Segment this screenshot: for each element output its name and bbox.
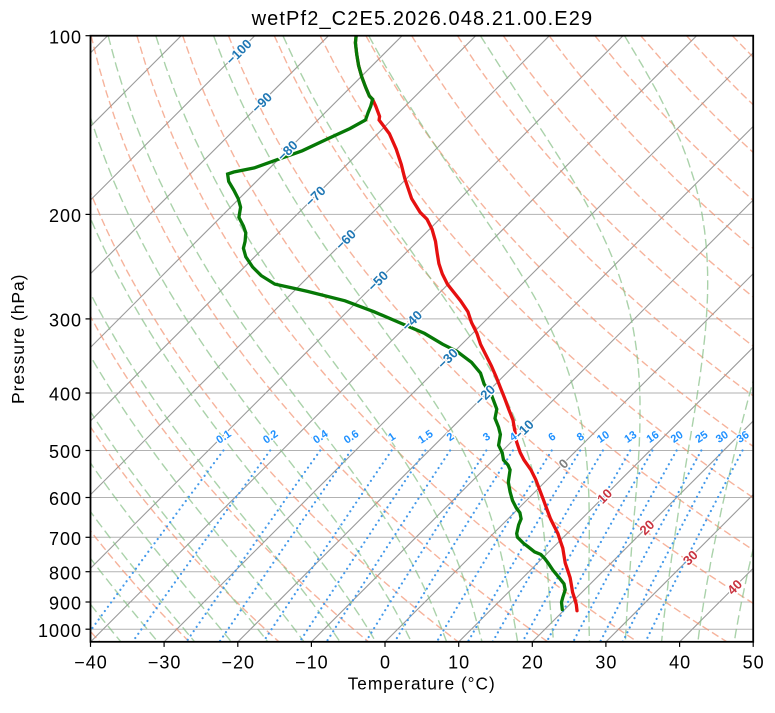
svg-text:300: 300 [49, 311, 82, 331]
svg-text:200: 200 [49, 206, 82, 226]
svg-text:−20: −20 [222, 653, 256, 673]
svg-text:0: 0 [380, 653, 391, 673]
svg-text:30: 30 [595, 653, 617, 673]
svg-text:900: 900 [49, 594, 82, 614]
svg-text:100: 100 [49, 27, 82, 47]
svg-text:−40: −40 [74, 653, 108, 673]
svg-text:1000: 1000 [38, 621, 82, 641]
svg-text:20: 20 [522, 653, 544, 673]
svg-text:50: 50 [743, 653, 765, 673]
svg-text:−30: −30 [148, 653, 182, 673]
svg-text:40: 40 [669, 653, 691, 673]
svg-text:400: 400 [49, 385, 82, 405]
svg-text:700: 700 [49, 529, 82, 549]
svg-text:Pressure (hPa): Pressure (hPa) [8, 274, 28, 404]
svg-text:800: 800 [49, 563, 82, 583]
svg-text:Temperature (°C): Temperature (°C) [348, 674, 496, 694]
svg-text:10: 10 [448, 653, 470, 673]
svg-text:600: 600 [49, 489, 82, 509]
svg-text:500: 500 [49, 442, 82, 462]
svg-text:wetPf2_C2E5.2026.048.21.00.E29: wetPf2_C2E5.2026.048.21.00.E29 [251, 8, 594, 30]
svg-text:−10: −10 [295, 653, 329, 673]
